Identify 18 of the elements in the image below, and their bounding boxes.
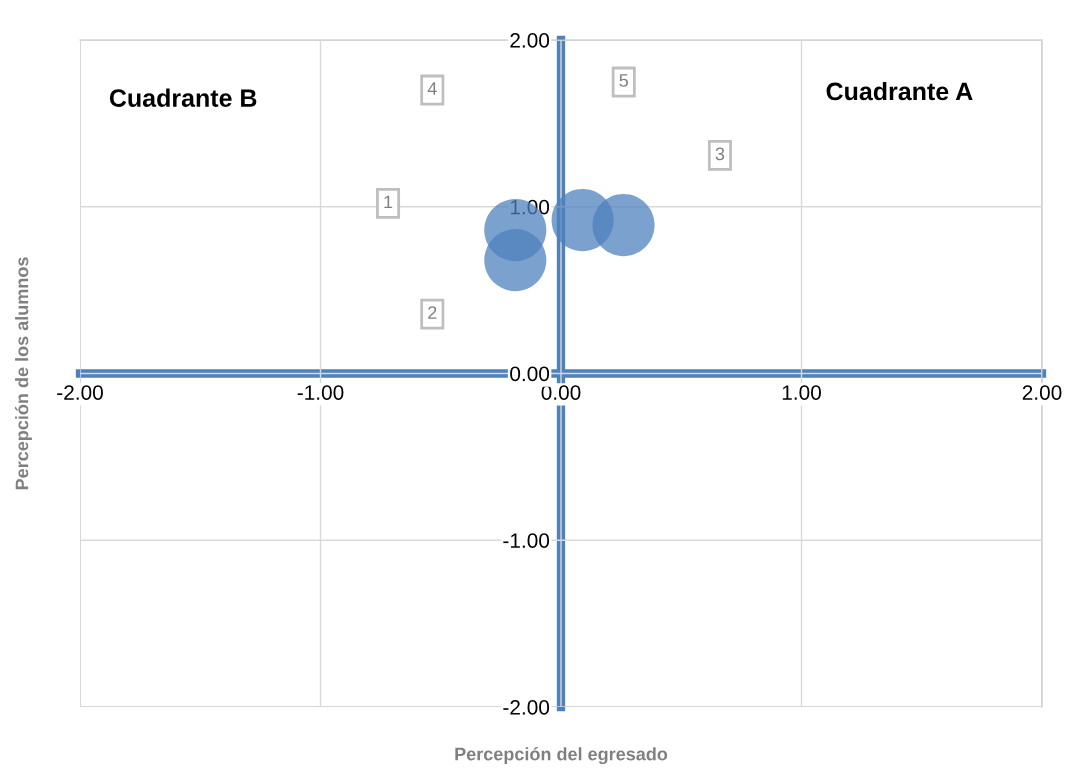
y-axis-title: Percepción de los alumnos — [14, 257, 32, 490]
y-tick-label: -2.00 — [503, 700, 550, 715]
annotation: 3 — [715, 147, 725, 161]
y-tick-label: -1.00 — [503, 533, 550, 548]
y-tick-label: 2.00 — [510, 33, 550, 48]
annotation: 4 — [427, 82, 437, 95]
annotation: Cuadrante B — [109, 88, 257, 107]
x-tick-label: -1.00 — [297, 385, 344, 400]
annotation: Cuadrante A — [826, 81, 973, 101]
annotation: 5 — [619, 74, 628, 87]
x-tick-label: -2.00 — [57, 385, 103, 400]
y-tick-label: 0.00 — [510, 366, 550, 382]
annotation: 2 — [428, 306, 437, 319]
x-tick-label: 2.00 — [1022, 385, 1062, 400]
x-tick-label: 0.00 — [541, 385, 581, 400]
annotation: 1 — [384, 195, 393, 209]
x-axis-title: Percepción del egresado — [455, 747, 668, 765]
x-tick-label: 1.00 — [782, 385, 821, 400]
